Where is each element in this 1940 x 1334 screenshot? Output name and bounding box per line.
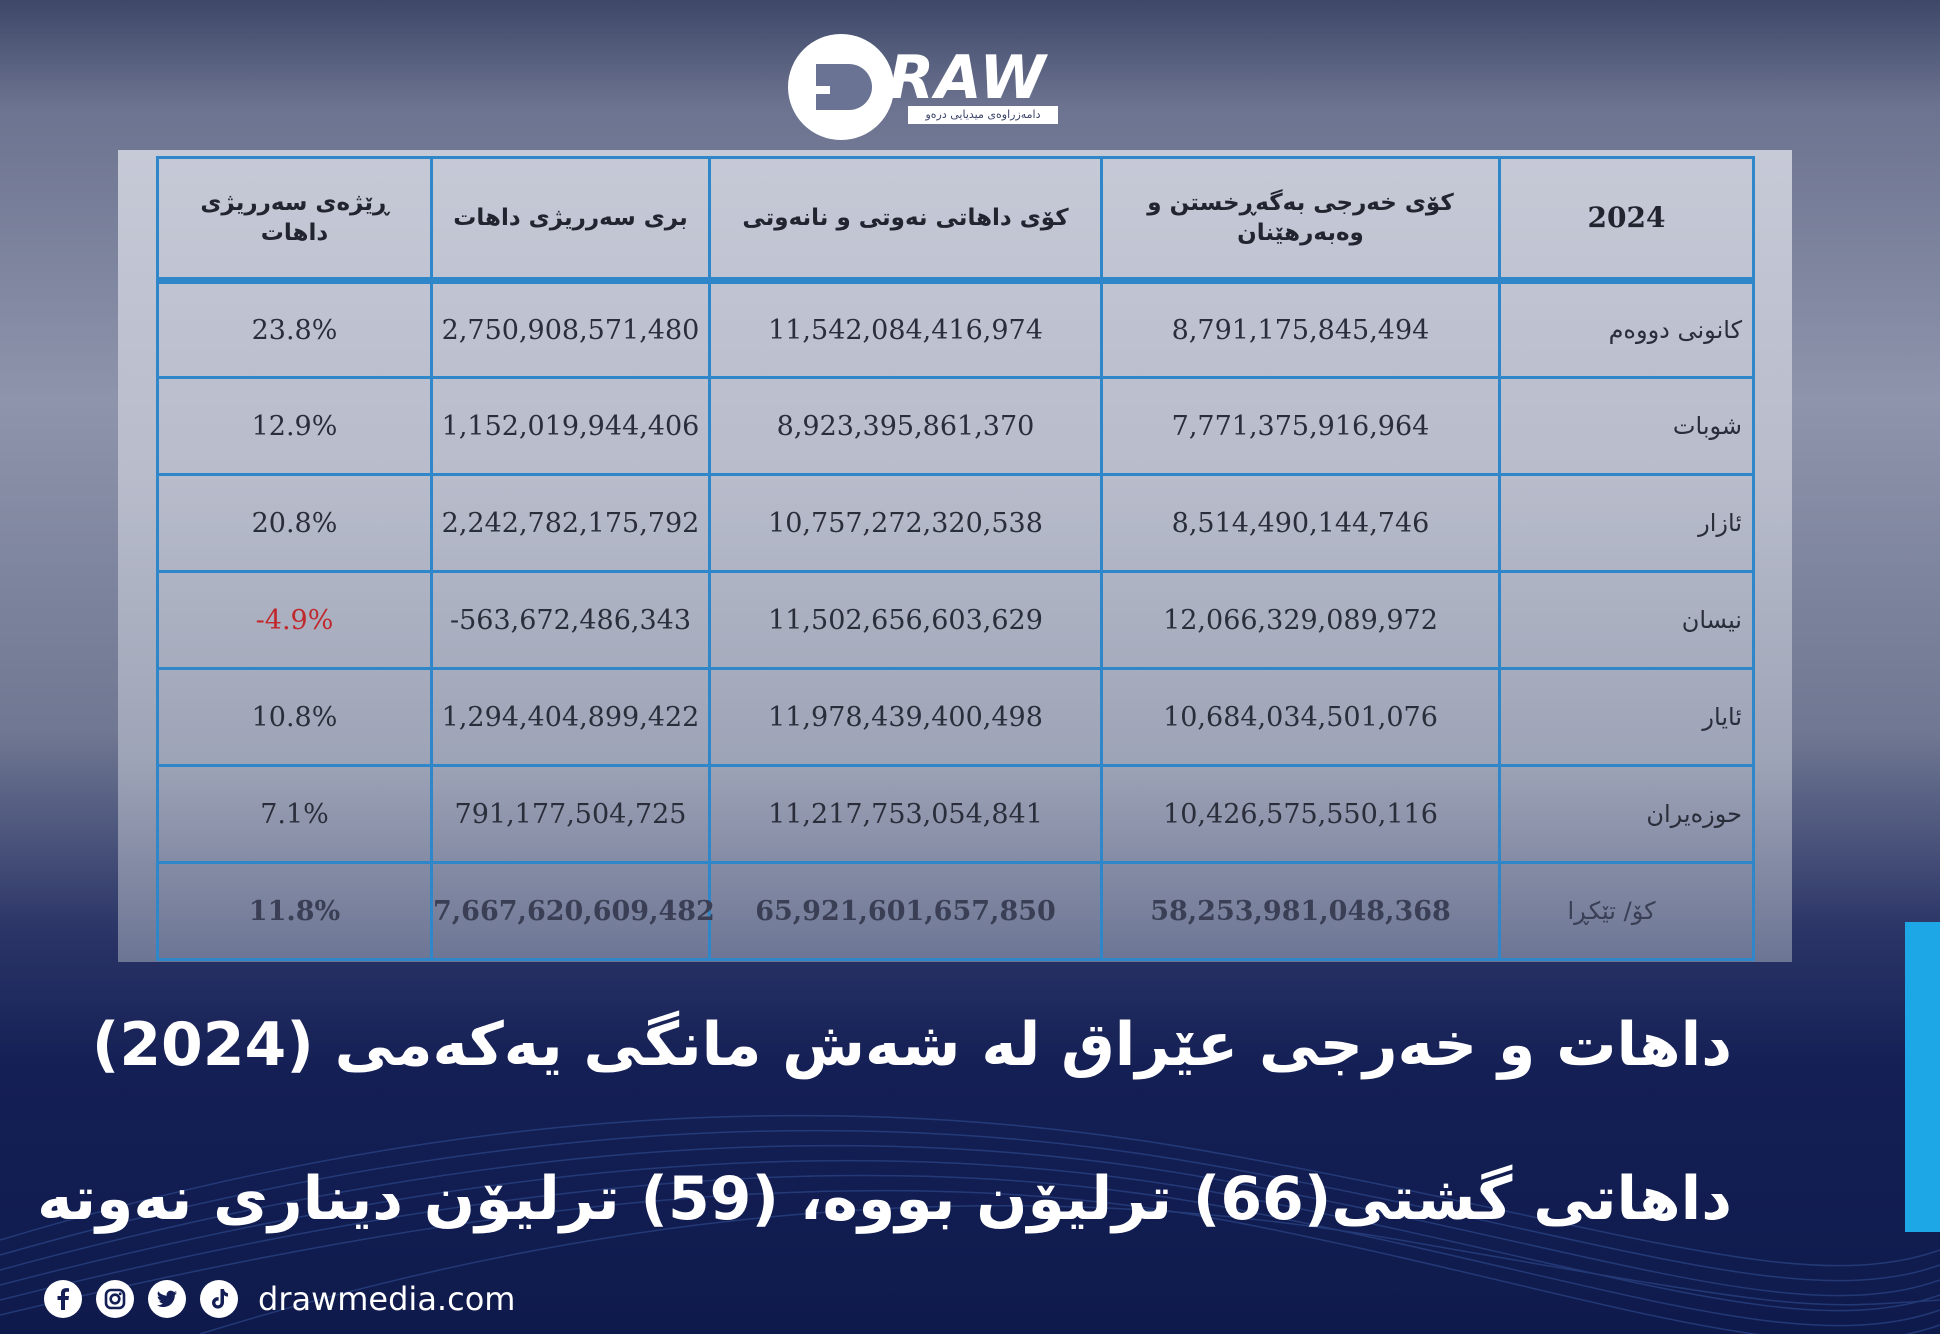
table-row: 23.8% 2,750,908,571,480 11,542,084,416,9…: [156, 277, 1755, 379]
cell-surplus: 791,177,504,725: [430, 764, 711, 864]
cell-ratio: 23.8%: [156, 277, 433, 379]
header-expenses: کۆی خەرجی بەگەڕخستن و وەبەرهێنان: [1100, 156, 1501, 282]
cell-expenses: 8,791,175,845,494: [1100, 277, 1501, 379]
cell-expenses: 10,684,034,501,076: [1100, 667, 1501, 767]
total-surplus: 7,667,620,609,482: [430, 861, 715, 961]
facebook-icon[interactable]: [44, 1280, 82, 1318]
twitter-icon[interactable]: [148, 1280, 186, 1318]
headline-line-2: داهاتی گشتی(66) ترلیۆن بووە، (59) ترلیۆن…: [37, 1164, 1732, 1234]
cell-revenue: 11,502,656,603,629: [708, 570, 1103, 670]
cell-expenses: 7,771,375,916,964: [1100, 376, 1501, 476]
headline-line-1: داهات و خەرجی عێراق لە شەش مانگی یەکەمی …: [91, 1010, 1732, 1080]
table-header-row: ڕێژەی سەرریژی داهات بری سەرریژی داهات کۆ…: [156, 156, 1755, 282]
revenue-expense-table: ڕێژەی سەرریژی داهات بری سەرریژی داهات کۆ…: [156, 156, 1755, 961]
cell-revenue: 11,217,753,054,841: [708, 764, 1103, 864]
cell-revenue: 10,757,272,320,538: [708, 473, 1103, 573]
total-ratio: 11.8%: [156, 861, 433, 961]
cell-surplus: 1,152,019,944,406: [430, 376, 711, 476]
cell-ratio-negative: -4.9%: [156, 570, 433, 670]
header-revenue: کۆی داهاتی نەوتی و نانەوتی: [708, 156, 1103, 282]
cell-month: ئازار: [1498, 473, 1755, 573]
table-row: -4.9% -563,672,486,343 11,502,656,603,62…: [156, 570, 1755, 670]
cell-ratio: 10.8%: [156, 667, 433, 767]
cell-month: کانونی دووەم: [1498, 277, 1755, 379]
logo-d-mark: [788, 34, 894, 140]
table-total-row: 11.8% 7,667,620,609,482 65,921,601,657,8…: [156, 861, 1755, 961]
cell-revenue: 8,923,395,861,370: [708, 376, 1103, 476]
cell-month: ئایار: [1498, 667, 1755, 767]
website-link[interactable]: drawmedia.com: [258, 1280, 516, 1318]
logo-wordmark: RAW: [888, 43, 1047, 113]
cell-surplus: 1,294,404,899,422: [430, 667, 711, 767]
cell-expenses: 12,066,329,089,972: [1100, 570, 1501, 670]
cell-ratio: 12.9%: [156, 376, 433, 476]
total-revenue: 65,921,601,657,850: [708, 861, 1103, 961]
cell-surplus: 2,242,782,175,792: [430, 473, 711, 573]
cell-revenue: 11,542,084,416,974: [708, 277, 1103, 379]
instagram-icon[interactable]: [96, 1280, 134, 1318]
cell-revenue: 11,978,439,400,498: [708, 667, 1103, 767]
accent-bar: [1905, 922, 1940, 1232]
header-year: 2024: [1498, 156, 1755, 282]
header-ratio: ڕێژەی سەرریژی داهات: [156, 156, 433, 282]
total-label: کۆ/ تێکڕا: [1498, 861, 1755, 961]
logo-tagline: دامەزراوەی میدیایی درەو: [908, 106, 1058, 124]
cell-ratio: 20.8%: [156, 473, 433, 573]
table-row: 12.9% 1,152,019,944,406 8,923,395,861,37…: [156, 376, 1755, 476]
cell-month: نیسان: [1498, 570, 1755, 670]
total-expenses: 58,253,981,048,368: [1100, 861, 1501, 961]
cell-ratio: 7.1%: [156, 764, 433, 864]
cell-month: حوزەیران: [1498, 764, 1755, 864]
draw-logo: RAW دامەزراوەی میدیایی درەو: [788, 34, 1078, 144]
cell-surplus: 2,750,908,571,480: [430, 277, 711, 379]
header-surplus: بری سەرریژی داهات: [430, 156, 711, 282]
cell-month: شوبات: [1498, 376, 1755, 476]
table-row: 7.1% 791,177,504,725 11,217,753,054,841 …: [156, 764, 1755, 864]
cell-expenses: 8,514,490,144,746: [1100, 473, 1501, 573]
footer-social: drawmedia.com: [44, 1276, 515, 1322]
table-row: 10.8% 1,294,404,899,422 11,978,439,400,4…: [156, 667, 1755, 767]
table-row: 20.8% 2,242,782,175,792 10,757,272,320,5…: [156, 473, 1755, 573]
cell-surplus: -563,672,486,343: [430, 570, 711, 670]
tiktok-icon[interactable]: [200, 1280, 238, 1318]
cell-expenses: 10,426,575,550,116: [1100, 764, 1501, 864]
